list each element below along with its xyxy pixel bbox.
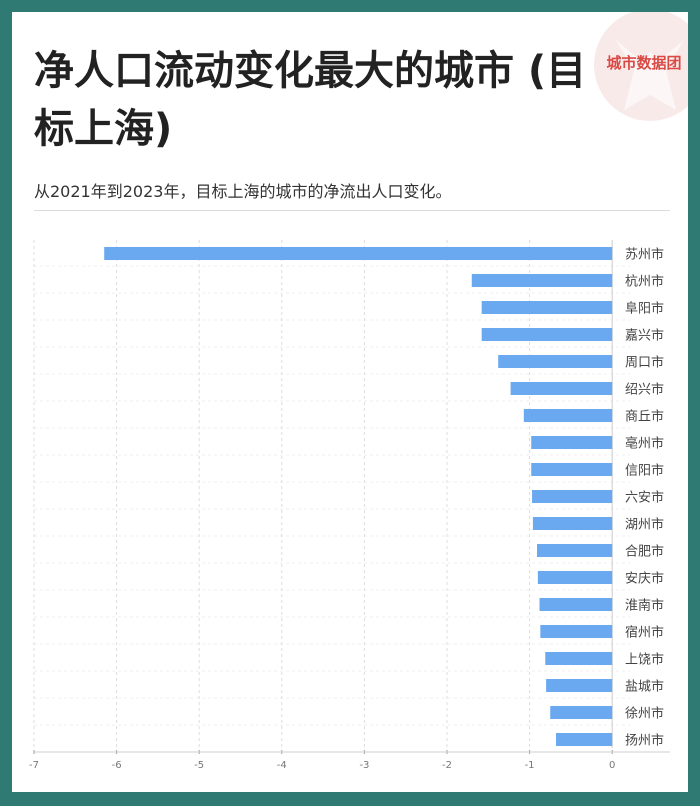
category-label: 信阳市 xyxy=(625,463,664,479)
bar xyxy=(523,409,613,422)
category-label: 嘉兴市 xyxy=(625,328,664,344)
category-label: 亳州市 xyxy=(625,436,664,452)
title-divider xyxy=(34,210,670,211)
category-label: 绍兴市 xyxy=(625,382,664,398)
bar xyxy=(550,706,613,719)
category-label: 合肥市 xyxy=(625,544,664,560)
category-label: 湖州市 xyxy=(625,517,664,533)
category-label: 淮南市 xyxy=(625,598,664,614)
category-label: 周口市 xyxy=(625,355,664,371)
category-label: 杭州市 xyxy=(625,274,664,290)
category-label: 宿州市 xyxy=(625,625,664,641)
category-label: 盐城市 xyxy=(625,679,664,695)
x-tick-label: -4 xyxy=(277,760,287,771)
bar xyxy=(104,247,613,260)
category-label: 扬州市 xyxy=(625,733,664,749)
bar xyxy=(481,301,613,314)
x-tick-label: -6 xyxy=(112,760,122,771)
bar xyxy=(556,733,613,746)
category-label: 安庆市 xyxy=(625,571,664,587)
category-label: 苏州市 xyxy=(625,247,664,263)
bar xyxy=(545,652,613,665)
category-label: 阜阳市 xyxy=(625,301,664,317)
bar xyxy=(498,355,613,368)
bar xyxy=(537,571,613,584)
bar xyxy=(532,490,613,503)
x-tick-label: -7 xyxy=(29,760,39,771)
x-tick-label: -3 xyxy=(359,760,369,771)
bar xyxy=(471,274,613,287)
category-label: 徐州市 xyxy=(625,706,664,722)
category-label: 六安市 xyxy=(625,490,664,506)
bar xyxy=(532,517,613,530)
cat-logo-icon xyxy=(594,12,688,121)
x-tick-label: 0 xyxy=(609,760,615,771)
bar xyxy=(510,382,613,395)
bar-chart: -7 -6 -5 -4 -3 -2 -1 0 苏州市杭州市阜阳市嘉兴市周口市绍兴市商丘市亳州市信… xyxy=(29,240,670,771)
bar xyxy=(540,625,613,638)
chart-title: 净人口流动变化最大的城市 (目标上海) xyxy=(34,48,587,152)
logo-text: 城市数据团 xyxy=(606,54,682,72)
category-label: 商丘市 xyxy=(625,409,664,425)
bar xyxy=(546,679,613,692)
category-label: 上饶市 xyxy=(625,652,664,668)
x-tick-label: -1 xyxy=(525,760,535,771)
bar xyxy=(481,328,613,341)
bar xyxy=(539,598,613,611)
chart-subtitle: 从2021年到2023年，目标上海的城市的净流出人口变化。 xyxy=(34,182,452,201)
bar xyxy=(531,463,613,476)
chart-card: 城市数据团 净人口流动变化最大的城市 (目标上海) 从2021年到2023年，目… xyxy=(12,12,688,792)
x-tick-label: -5 xyxy=(194,760,204,771)
bar xyxy=(531,436,613,449)
bar xyxy=(537,544,613,557)
x-tick-label: -2 xyxy=(442,760,452,771)
